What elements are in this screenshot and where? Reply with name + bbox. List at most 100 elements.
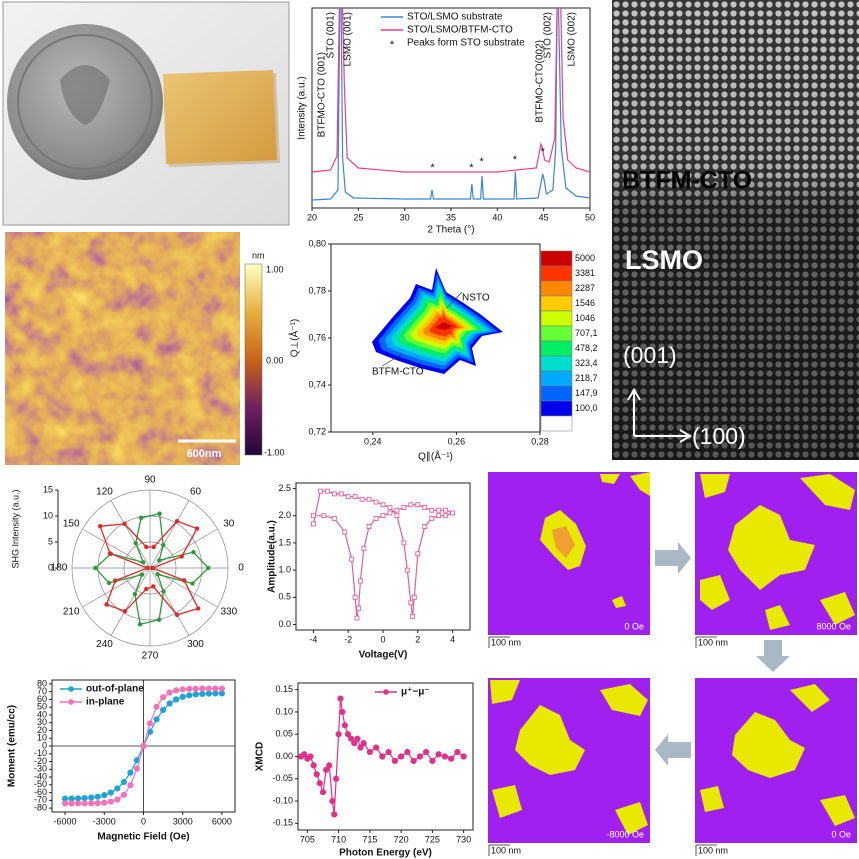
- angle-grid: [110, 567, 151, 636]
- colorbar-label: -1.00: [264, 447, 285, 457]
- data-point: [141, 560, 146, 565]
- data-point: [361, 545, 367, 551]
- data-point: [88, 800, 95, 807]
- colorbar-label: 147,9: [575, 388, 598, 398]
- axis-arrows: [627, 388, 692, 443]
- data-point: [206, 565, 211, 571]
- y-tick-label: 0,74: [308, 379, 326, 389]
- x-tick-label: 25: [353, 212, 363, 222]
- y-tick-label: 0.0: [278, 619, 291, 629]
- data-point: [307, 753, 314, 760]
- data-point: [199, 685, 206, 692]
- domain: [728, 505, 815, 590]
- y-axis-label: Moment (emu/cc): [7, 705, 18, 787]
- y-tick-label: 60: [37, 694, 47, 704]
- data-point: [132, 591, 138, 597]
- angle-grid: [149, 567, 218, 608]
- data-point: [441, 753, 448, 760]
- data-point: [156, 558, 162, 563]
- x-tick-label: 50: [585, 212, 595, 222]
- data-point: [161, 542, 166, 548]
- coin-rim: [17, 34, 153, 170]
- angle-tick-label: 60: [190, 486, 202, 497]
- data-point: [360, 740, 367, 747]
- peak-annotation: LSMO (002): [567, 12, 578, 66]
- peak-annotation: LSMO (001): [343, 12, 354, 66]
- y-tick-label: -20: [34, 756, 47, 766]
- angle-grid: [82, 528, 151, 569]
- y-tick-label: 1.0: [278, 564, 291, 574]
- data-point: [398, 753, 405, 760]
- colorbar-box: [540, 310, 573, 327]
- data-point: [422, 524, 428, 530]
- data-point: *: [513, 154, 518, 166]
- data-point: [160, 694, 167, 701]
- polar-chart: 0 5 10 15 SHG Intensity (a.u.) 0 30 60 90 120 150 1…: [10, 475, 244, 662]
- data-point: [385, 748, 392, 756]
- colorbar-box: [540, 415, 573, 432]
- angle-grid: [149, 567, 190, 636]
- y-tick-label: 30: [37, 717, 47, 727]
- data-point: [401, 540, 407, 546]
- data-point: [354, 735, 361, 742]
- data-point: [373, 744, 380, 751]
- data-point: [391, 757, 398, 765]
- x-tick-label: 710: [331, 834, 346, 844]
- data-point: [153, 716, 160, 723]
- data-point: [120, 778, 127, 786]
- colorbar-unit: nm: [252, 250, 265, 260]
- field-label: 8000 Oe: [816, 621, 851, 631]
- x-tick-label: 4: [450, 634, 455, 644]
- data-point: [387, 510, 393, 516]
- data-point: [144, 586, 149, 592]
- data-point: [301, 751, 308, 758]
- y-tick-label: -60: [34, 787, 47, 797]
- data-point: [104, 602, 109, 607]
- x-tick-label: 0: [141, 816, 146, 826]
- data-point: [101, 799, 108, 806]
- data-point: [380, 502, 386, 508]
- scale-bar-label: 100 nm: [491, 637, 521, 647]
- data-point: [174, 518, 180, 524]
- x-axis-label: Q∥(Å⁻¹): [418, 450, 453, 463]
- x-tick-label: 0,28: [531, 436, 549, 446]
- substrate: [163, 70, 277, 164]
- data-point: *: [430, 162, 435, 174]
- y-tick-label: 0: [42, 740, 47, 750]
- y-axis-label: Intensity (a.u.): [297, 76, 308, 139]
- line-chart: 20 25 30 35 40 45 50 2 Theta (°) Intensity (a.u.…: [297, 7, 595, 236]
- y-axis-label: Amplitude(a.u.): [267, 520, 278, 593]
- colorbar-box: [540, 295, 573, 312]
- peak-annotation: BTFMO-CTO (001): [317, 52, 328, 137]
- data-point: [68, 800, 75, 807]
- scale-bracket: [695, 844, 717, 856]
- data-point: [106, 580, 112, 586]
- y-tick-label: -0.15: [272, 818, 293, 828]
- y-axis-label: SHG Intensity (a.u.): [10, 489, 20, 568]
- scale-bracket: [488, 636, 510, 648]
- angle-tick-label: 300: [187, 639, 204, 650]
- data-point: [436, 507, 442, 513]
- data-point: *: [469, 162, 474, 174]
- x-axis-label: Photon Energy (eV): [339, 848, 432, 859]
- data-point: [114, 796, 121, 803]
- data-point: [435, 751, 442, 758]
- data-point: [173, 696, 180, 703]
- contour-chart: 0,24 0,26 0,28 0,72 0,74 0,76 0,78 0,80 Q∥(Å⁻¹) Q…: [288, 238, 598, 462]
- data-point: [179, 686, 186, 693]
- data-point: [173, 687, 180, 694]
- data-point: [192, 685, 199, 692]
- data-point: [352, 494, 358, 500]
- y-tick-label: 70: [37, 686, 47, 696]
- colorbar-label: 218,7: [575, 373, 598, 383]
- scale-bar-label: 600nm: [187, 448, 222, 460]
- colorbar-box: [540, 250, 573, 267]
- x-tick-label: 725: [425, 834, 440, 844]
- y-tick-label: 80: [37, 678, 47, 688]
- data-point: [310, 762, 317, 769]
- colorbar-box: [540, 325, 573, 342]
- legend-marker: [383, 689, 389, 695]
- data-point: [75, 795, 82, 802]
- domain: [765, 605, 790, 630]
